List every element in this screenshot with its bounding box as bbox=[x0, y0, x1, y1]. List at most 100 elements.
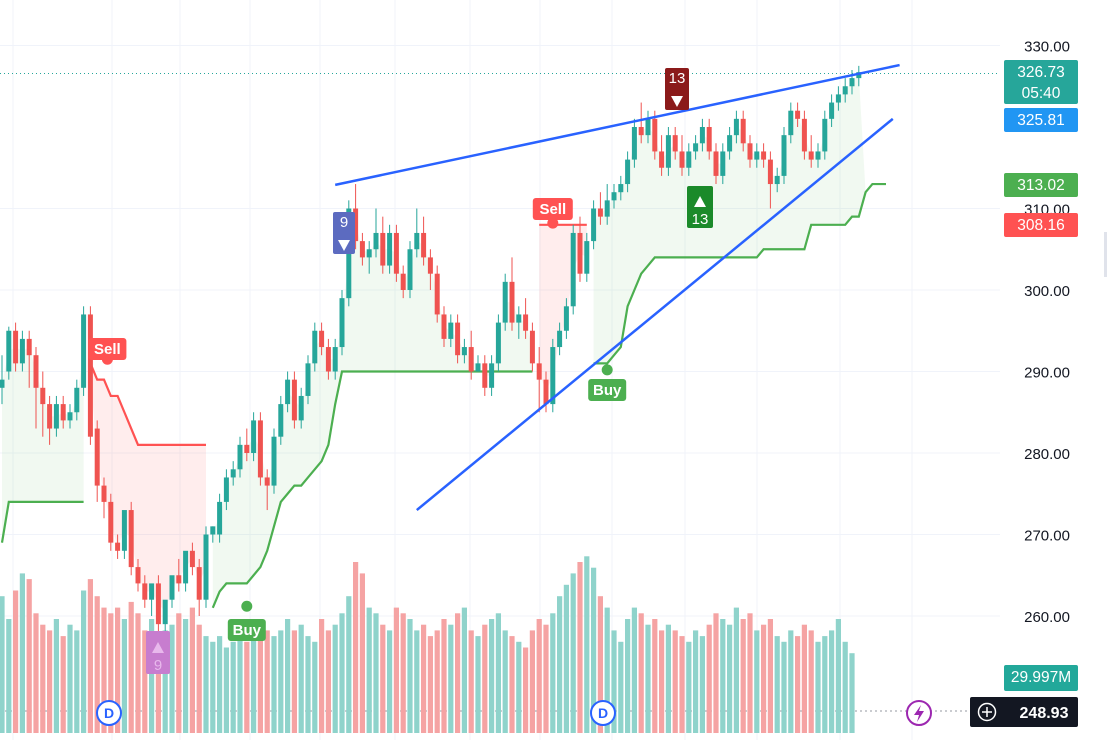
candle bbox=[720, 143, 726, 185]
candle bbox=[13, 322, 19, 372]
cursor-price-text: 248.93 bbox=[1020, 705, 1069, 722]
supertrend-price-tag-text: 313.02 bbox=[1017, 177, 1064, 194]
candle-body bbox=[523, 314, 529, 331]
candle-body bbox=[33, 355, 39, 388]
volume-bar bbox=[366, 607, 372, 733]
candle bbox=[128, 501, 134, 576]
candle-body bbox=[631, 127, 637, 160]
triangle-up-icon bbox=[152, 642, 164, 653]
cursor-price-tag[interactable]: 248.93 bbox=[970, 697, 1078, 727]
volume-bar bbox=[155, 636, 161, 733]
candle-body bbox=[801, 118, 807, 152]
volume-bar bbox=[570, 573, 576, 733]
volume-bar bbox=[353, 562, 359, 733]
candle-body bbox=[495, 322, 501, 364]
candle bbox=[842, 78, 848, 103]
volume-bar bbox=[325, 630, 331, 733]
candle-body bbox=[291, 379, 297, 421]
trend-line[interactable] bbox=[416, 117, 894, 512]
dividend-marker-label: D bbox=[104, 705, 114, 721]
volume-bar bbox=[740, 619, 746, 733]
candle-body bbox=[53, 404, 59, 429]
volume-bar bbox=[645, 624, 651, 733]
volume-bar bbox=[271, 636, 277, 733]
candle-body bbox=[26, 338, 32, 356]
volume-bar bbox=[40, 624, 46, 733]
trend-line[interactable] bbox=[334, 63, 900, 187]
volume-bar bbox=[543, 624, 549, 733]
candle bbox=[672, 127, 678, 160]
candle bbox=[142, 575, 148, 608]
volume-bar bbox=[128, 601, 134, 733]
candle bbox=[87, 306, 93, 445]
volume-bar bbox=[53, 619, 59, 733]
candle bbox=[550, 338, 556, 413]
volume-bar bbox=[461, 607, 467, 733]
volume-bar bbox=[149, 619, 155, 733]
candle-body bbox=[142, 583, 148, 600]
volume-bar bbox=[720, 619, 726, 733]
candle-body bbox=[767, 159, 773, 185]
candle bbox=[713, 143, 719, 185]
dividend-marker[interactable]: D bbox=[96, 700, 122, 726]
candle-body bbox=[87, 314, 93, 437]
volume-bar bbox=[808, 630, 814, 733]
volume-bar bbox=[393, 607, 399, 733]
candle bbox=[47, 395, 53, 445]
candle-body bbox=[155, 583, 161, 625]
candle bbox=[754, 143, 760, 168]
lightning-icon[interactable] bbox=[906, 700, 932, 726]
candle-body bbox=[359, 241, 365, 258]
candle bbox=[604, 184, 610, 225]
candle-body bbox=[421, 232, 427, 258]
candle-body bbox=[223, 477, 229, 502]
candle bbox=[502, 273, 508, 331]
candle-body bbox=[502, 281, 508, 323]
candle bbox=[298, 387, 304, 429]
volume-bar bbox=[142, 630, 148, 733]
td-sequential-13-down-bg bbox=[665, 68, 689, 110]
candle bbox=[727, 127, 733, 160]
candle bbox=[366, 241, 372, 274]
volume-bar bbox=[475, 636, 481, 733]
candle bbox=[203, 526, 209, 608]
volume-bar bbox=[557, 596, 563, 733]
candle bbox=[584, 232, 590, 282]
candle bbox=[135, 558, 141, 592]
volume-bar bbox=[516, 641, 522, 733]
supertrend-fill bbox=[2, 347, 84, 543]
buy-signal: Buy bbox=[227, 619, 266, 641]
last-price-tag: 326.73 05:40 bbox=[1004, 60, 1078, 104]
volume-bar bbox=[60, 636, 66, 733]
volume-bar bbox=[822, 636, 828, 733]
candle bbox=[101, 477, 107, 519]
candle bbox=[169, 575, 175, 608]
candle bbox=[645, 110, 651, 144]
candle-body bbox=[387, 232, 393, 266]
add-alert-plus-icon[interactable] bbox=[977, 702, 997, 722]
candle bbox=[264, 469, 270, 511]
candle-body bbox=[312, 330, 318, 364]
candle-body bbox=[189, 550, 195, 568]
candle bbox=[740, 110, 746, 152]
candle-body bbox=[652, 118, 658, 152]
axis-scroll-handle[interactable] bbox=[1104, 232, 1107, 277]
last-price-tag-bg bbox=[1004, 60, 1078, 104]
candle bbox=[121, 510, 127, 559]
candle bbox=[441, 306, 447, 348]
candle bbox=[557, 322, 563, 356]
dividend-marker[interactable]: D bbox=[590, 700, 616, 726]
candle bbox=[162, 599, 168, 633]
candle-body bbox=[0, 379, 5, 388]
candle-body bbox=[754, 151, 760, 160]
candle bbox=[482, 355, 488, 396]
price-axis-tick: 260.00 bbox=[1024, 609, 1070, 626]
volume-bar bbox=[176, 613, 182, 733]
candle-body bbox=[625, 159, 631, 185]
buy-signal-label: Buy bbox=[593, 382, 622, 399]
candle-body bbox=[584, 241, 590, 274]
volume-bar bbox=[652, 619, 658, 733]
candle-body bbox=[645, 118, 651, 136]
